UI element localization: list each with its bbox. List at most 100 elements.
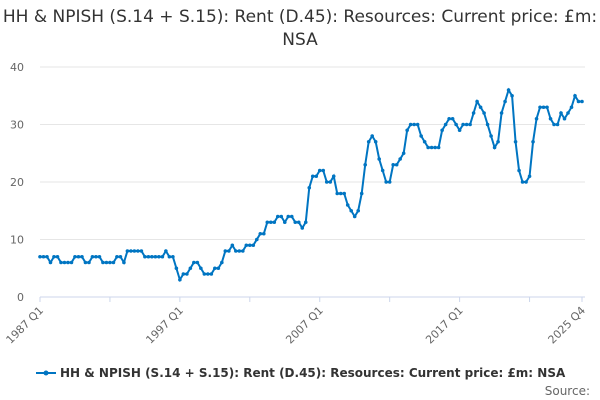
legend-marker-icon: [36, 370, 56, 376]
data-point: [48, 260, 53, 265]
data-point: [321, 168, 326, 173]
data-point: [517, 168, 521, 173]
data-point: [398, 157, 402, 161]
data-point: [87, 260, 91, 265]
data-point: [566, 111, 570, 115]
data-point: [482, 111, 486, 115]
data-point: [41, 254, 46, 259]
data-point: [380, 168, 385, 173]
data-point: [104, 260, 109, 265]
data-point: [394, 162, 399, 167]
data-point: [548, 116, 553, 121]
data-point: [111, 260, 116, 265]
data-point: [450, 116, 455, 121]
data-point: [408, 122, 413, 127]
data-point: [373, 139, 378, 144]
data-point: [69, 260, 74, 265]
data-point: [272, 220, 277, 225]
data-point: [66, 260, 70, 265]
data-point: [426, 145, 430, 150]
data-point: [244, 243, 249, 248]
data-point: [101, 260, 105, 265]
data-point: [307, 185, 312, 190]
data-point: [167, 254, 172, 259]
data-point: [192, 260, 196, 265]
data-point: [38, 254, 42, 259]
y-tick-label: 20: [10, 176, 24, 189]
data-point: [349, 208, 354, 213]
data-point: [237, 249, 242, 253]
data-point: [429, 145, 434, 150]
y-tick-label: 30: [10, 119, 24, 132]
x-tick-label: 2017 Q1: [423, 304, 466, 347]
data-point: [534, 116, 539, 121]
data-point: [261, 231, 266, 236]
legend-label: HH & NPISH (S.14 + S.15): Rent (D.45): R…: [60, 366, 566, 380]
data-point: [328, 180, 333, 184]
data-point: [293, 220, 298, 225]
x-tick-label: 1987 Q1: [4, 304, 47, 347]
data-point: [157, 254, 161, 259]
data-point: [356, 208, 361, 213]
data-point: [174, 266, 179, 271]
source-label: Source:: [544, 384, 590, 398]
data-point: [478, 105, 483, 110]
data-point: [391, 162, 395, 167]
data-point: [401, 151, 406, 156]
data-point: [366, 139, 371, 144]
data-point: [387, 180, 392, 184]
x-tick-label: 1997 Q1: [143, 304, 186, 347]
data-point: [129, 249, 133, 253]
data-point: [433, 145, 437, 150]
data-point: [447, 116, 451, 121]
data-point: [160, 254, 165, 259]
data-point: [331, 174, 336, 179]
data-point: [527, 174, 532, 179]
data-point: [268, 220, 273, 225]
data-point: [559, 111, 563, 115]
data-point: [265, 220, 270, 225]
data-point: [150, 254, 154, 259]
data-point: [492, 145, 497, 150]
data-point: [94, 254, 98, 259]
data-point: [132, 249, 137, 253]
data-point: [352, 214, 357, 219]
data-point: [412, 122, 416, 127]
data-point: [580, 99, 584, 104]
data-point: [146, 254, 151, 259]
data-point: [562, 116, 567, 121]
data-point: [419, 134, 423, 138]
data-point: [83, 260, 88, 265]
data-point: [345, 203, 350, 207]
data-point: [531, 139, 535, 144]
data-point: [443, 122, 448, 127]
data-point: [457, 128, 462, 133]
data-point: [370, 134, 374, 138]
data-point: [206, 272, 210, 276]
series-line: [40, 87, 582, 283]
data-point: [317, 168, 322, 173]
data-point: [300, 226, 305, 230]
data-point: [296, 220, 301, 225]
data-point: [415, 122, 420, 127]
data-point: [538, 105, 542, 110]
data-point: [153, 254, 158, 259]
data-point: [384, 180, 388, 184]
data-point: [524, 180, 528, 184]
data-point: [122, 260, 126, 265]
data-point: [569, 105, 574, 110]
data-point: [338, 191, 343, 196]
data-point: [440, 128, 444, 133]
data-point: [80, 254, 84, 259]
data-point: [496, 139, 500, 144]
data-point: [464, 122, 469, 127]
data-point: [241, 249, 245, 253]
x-tick-label: 2025 Q4: [546, 304, 589, 347]
data-point: [552, 122, 556, 127]
data-point: [220, 260, 224, 265]
data-point: [216, 266, 221, 271]
data-point: [471, 111, 476, 115]
data-point: [405, 128, 409, 133]
data-point: [422, 139, 427, 144]
data-point: [303, 220, 308, 225]
